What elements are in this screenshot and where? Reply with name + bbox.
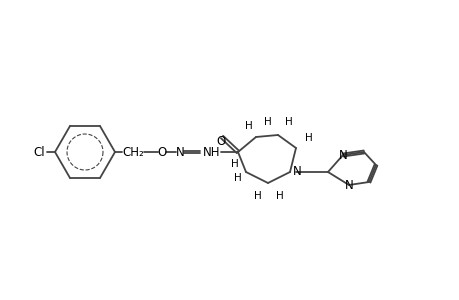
Text: H: H	[285, 117, 292, 127]
Text: O: O	[157, 146, 166, 158]
Text: H: H	[263, 117, 271, 127]
Text: NH: NH	[203, 146, 220, 158]
Text: N: N	[175, 146, 184, 158]
Text: H: H	[304, 133, 312, 143]
Text: Cl: Cl	[34, 146, 45, 158]
Text: CH₂: CH₂	[122, 146, 144, 158]
Text: N: N	[344, 179, 353, 192]
Text: H: H	[234, 173, 241, 183]
Text: O: O	[216, 135, 225, 148]
Text: N: N	[292, 164, 301, 178]
Text: H: H	[245, 121, 252, 131]
Text: N: N	[338, 149, 347, 162]
Text: H: H	[230, 159, 238, 169]
Text: H: H	[254, 191, 262, 201]
Text: H: H	[275, 191, 283, 201]
